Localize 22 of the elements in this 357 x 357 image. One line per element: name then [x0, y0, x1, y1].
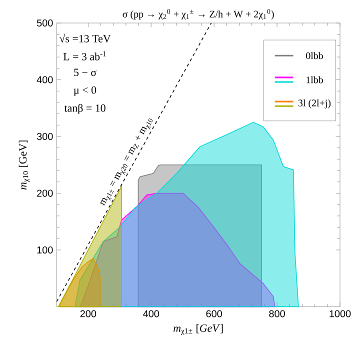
y-tick-label: 500 [36, 19, 53, 27]
x-tick-label: 200 [80, 310, 96, 318]
x-tick-label: 400 [143, 310, 160, 318]
x-tick-label: 600 [206, 310, 222, 318]
y-tick-label: 300 [36, 132, 53, 140]
y-tick-label: 100 [37, 246, 53, 254]
y-tick-label: 200 [37, 190, 53, 197]
y-axis-title: m$_{χ10}$ [GeV] [18, 140, 30, 190]
annotation: m$_{χ1±}$ = m$_{χ20}$ = m$_{Z}$ + m$_{χ10}$ [100, 118, 153, 206]
x-tick-label: 800 [269, 310, 285, 318]
annotation: μ < 0 [74, 86, 96, 96]
legend-label: 1lbb [306, 76, 323, 84]
annotation: √s =13 TeV [59, 34, 111, 42]
legend-label: 3l (2l+j) [298, 99, 331, 108]
x-axis-title: m$_{χ1±}$ [GeV] [174, 324, 223, 335]
legend-label: 0lbb [306, 52, 323, 60]
annotation: 5 − σ [74, 68, 96, 76]
y-tick-label: 400 [36, 76, 53, 84]
chart-title: σ (pp → χ$_{2}$$^{0}$ + χ$_{1}$$^{±}$ → Z/h + W + 2χ$_{1}$$^{0}$) [122, 9, 274, 20]
annotation: L = 3 ab$^{-1}$ [63, 51, 106, 60]
annotation: tanβ = 10 [64, 104, 106, 114]
x-tick-label: 1000 [330, 310, 351, 318]
